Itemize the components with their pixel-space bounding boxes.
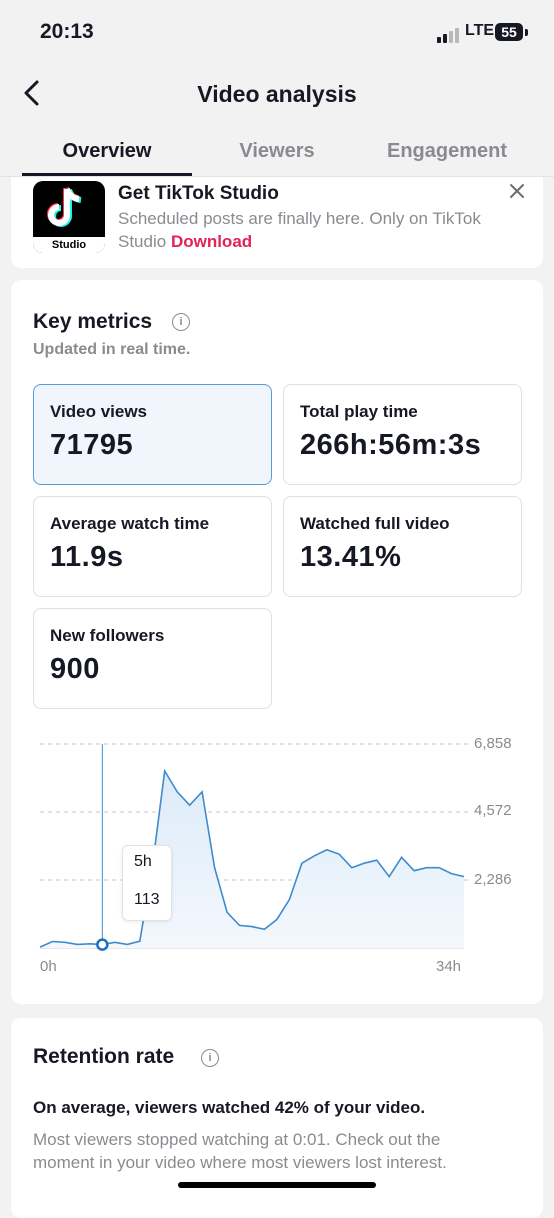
promo-description: Scheduled posts are finally here. Only o… bbox=[118, 209, 481, 251]
y-tick-label: 2,286 bbox=[474, 871, 512, 888]
network-type: LTE bbox=[465, 22, 495, 39]
x-tick-label: 0h bbox=[40, 958, 57, 975]
chart-series-line bbox=[39, 768, 465, 948]
tiktok-logo-icon bbox=[47, 186, 82, 227]
studio-icon-label: Studio bbox=[33, 237, 105, 253]
key-metrics-title: Key metrics bbox=[33, 310, 153, 333]
tab-engagement[interactable]: Engagement bbox=[386, 140, 508, 162]
metric-value: 71795 bbox=[50, 429, 134, 461]
header: Video analysis bbox=[0, 68, 554, 122]
metric-tile-watched-full-video[interactable]: Watched full video 13.41% bbox=[283, 496, 522, 597]
metric-label: Average watch time bbox=[50, 514, 210, 533]
page-title: Video analysis bbox=[197, 81, 357, 107]
battery-icon: 55 bbox=[495, 23, 523, 41]
highlight-point bbox=[96, 938, 109, 951]
tab-overview[interactable]: Overview bbox=[62, 140, 152, 162]
key-metrics-card: Key metrics i Updated in real time. Vide… bbox=[11, 280, 543, 1004]
cellular-signal-icon bbox=[437, 25, 461, 43]
tiktok-studio-app-icon: Studio bbox=[33, 181, 105, 253]
metric-value: 11.9s bbox=[50, 541, 124, 573]
tooltip-time: 5h bbox=[134, 853, 152, 870]
metric-label: New followers bbox=[50, 626, 165, 645]
metric-value: 13.41% bbox=[300, 541, 402, 573]
home-indicator bbox=[178, 1182, 376, 1188]
video-views-chart[interactable] bbox=[0, 720, 554, 980]
promo-text: Scheduled posts are finally here. Only o… bbox=[118, 207, 508, 253]
tooltip-value: 113 bbox=[134, 891, 160, 908]
metric-label: Total play time bbox=[300, 402, 418, 421]
back-arrow-icon[interactable] bbox=[18, 78, 48, 108]
active-tab-indicator bbox=[22, 173, 192, 176]
metric-tile-video-views[interactable]: Video views 71795 bbox=[33, 384, 272, 485]
status-time: 20:13 bbox=[40, 20, 94, 43]
tiktok-studio-promo[interactable]: Studio Get TikTok Studio Scheduled posts… bbox=[11, 177, 543, 268]
x-tick-label: 34h bbox=[436, 958, 462, 975]
metric-label: Video views bbox=[50, 402, 148, 421]
metric-tile-average-watch-time[interactable]: Average watch time 11.9s bbox=[33, 496, 272, 597]
metric-tile-new-followers[interactable]: New followers 900 bbox=[33, 608, 272, 709]
download-link[interactable]: Download bbox=[170, 232, 253, 251]
tab-bar: Overview Viewers Engagement bbox=[0, 130, 554, 177]
info-icon[interactable]: i bbox=[201, 1049, 219, 1067]
retention-detail: Most viewers stopped watching at 0:01. C… bbox=[33, 1130, 447, 1172]
metric-value: 266h:56m:3s bbox=[300, 429, 482, 461]
y-tick-label: 4,572 bbox=[474, 802, 512, 819]
chart-area-fill bbox=[40, 771, 464, 948]
retention-rate-card: Retention rate i On average, viewers wat… bbox=[11, 1018, 543, 1218]
metric-value: 900 bbox=[50, 653, 100, 685]
metric-label: Watched full video bbox=[300, 514, 450, 533]
status-bar: 20:13 LTE 55 bbox=[0, 0, 554, 68]
chart-tooltip: 5h 113 bbox=[122, 845, 172, 921]
info-icon[interactable]: i bbox=[172, 313, 190, 331]
promo-title: Get TikTok Studio bbox=[118, 183, 279, 204]
tab-viewers[interactable]: Viewers bbox=[239, 140, 315, 162]
close-icon[interactable] bbox=[508, 182, 526, 200]
retention-title: Retention rate bbox=[33, 1045, 175, 1068]
metric-tile-total-play-time[interactable]: Total play time 266h:56m:3s bbox=[283, 384, 522, 485]
retention-summary: On average, viewers watched 42% of your … bbox=[33, 1098, 426, 1117]
key-metrics-subtitle: Updated in real time. bbox=[33, 341, 191, 358]
battery-tip bbox=[525, 29, 528, 36]
y-tick-label: 6,858 bbox=[474, 735, 512, 752]
